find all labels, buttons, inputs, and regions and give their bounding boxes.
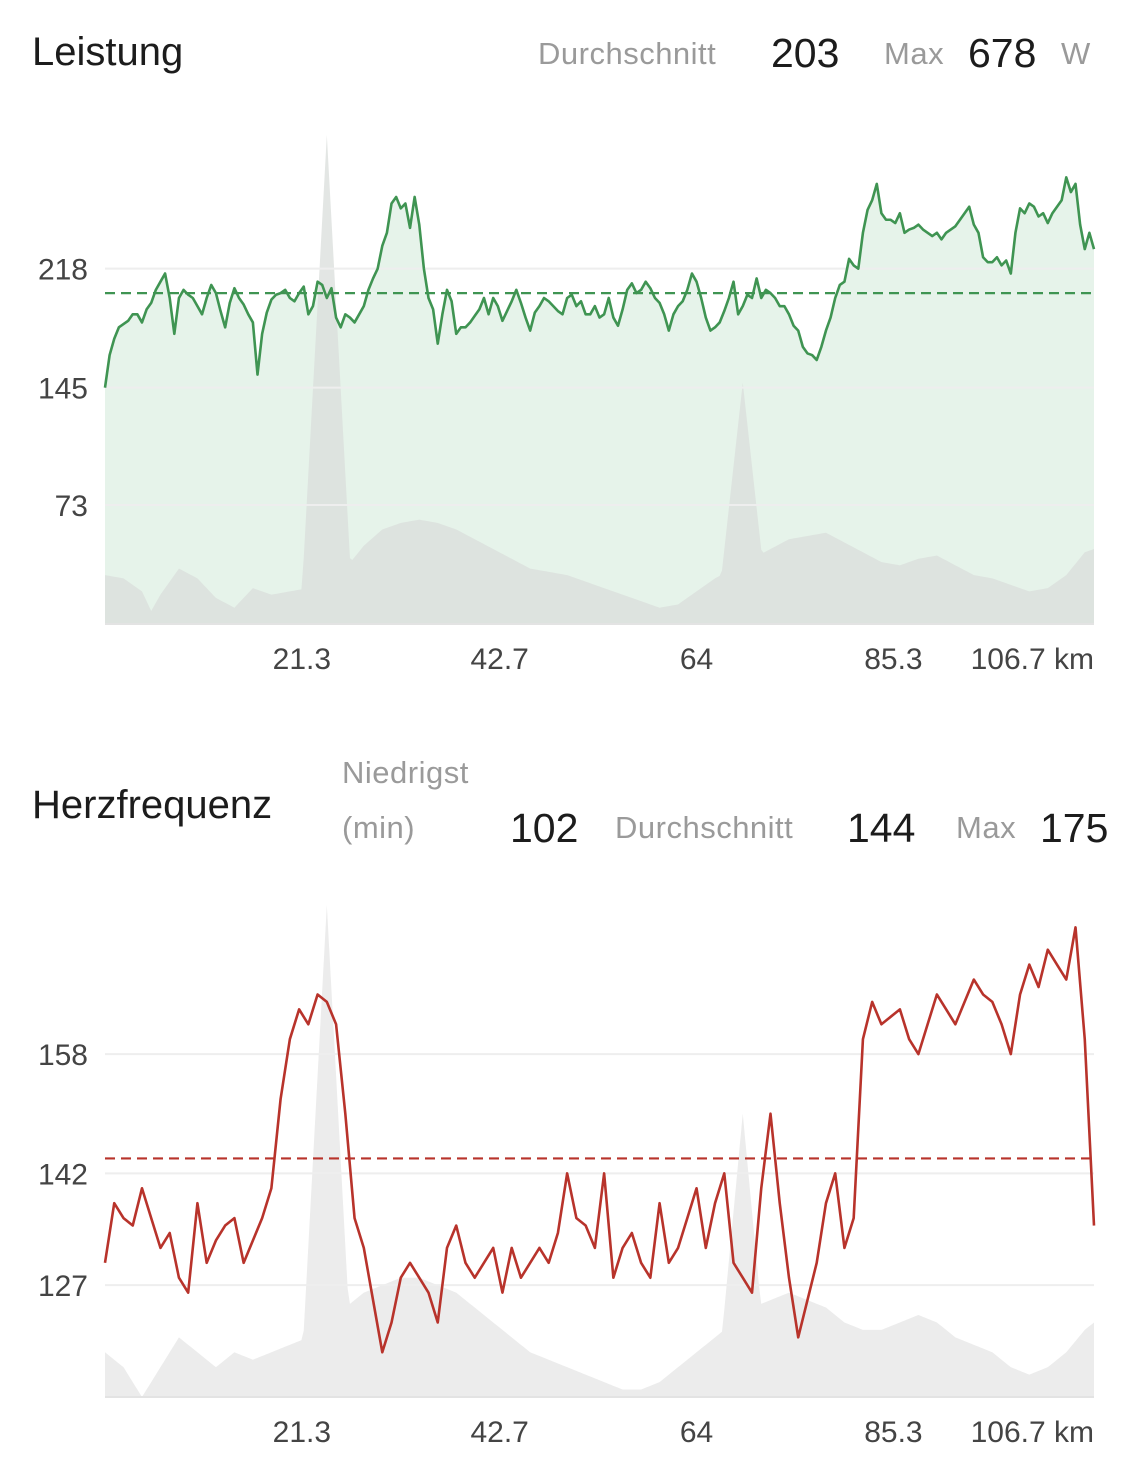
power-x-tick-label: 106.7 km — [971, 643, 1094, 676]
power-x-tick-label: 21.3 — [273, 643, 331, 676]
power-series-area — [105, 177, 1094, 624]
power-series-line — [103, 176, 1096, 388]
power-x-tick-label: 85.3 — [864, 643, 922, 676]
power-chart: 218 145 73 21.3 42.7 64 85.3 106.7 km — [38, 135, 1096, 676]
power-y-tick-label: 218 — [38, 254, 88, 287]
heart-x-tick-label: 106.7 km — [971, 1416, 1094, 1449]
heart-y-tick-label: 142 — [38, 1158, 88, 1191]
heart-min-label-line2: (min) — [342, 810, 416, 845]
heart-min-value: 102 — [510, 805, 579, 851]
power-title: Leistung — [32, 30, 184, 74]
heart-y-tick-label: 158 — [38, 1039, 88, 1072]
heart-x-tick-label: 21.3 — [273, 1416, 331, 1449]
power-section: Leistung Durchschnitt 203 Max 678 W 218 1… — [0, 0, 1125, 700]
heart-title: Herzfrequenz — [32, 783, 273, 827]
power-y-tick-label: 145 — [38, 373, 88, 406]
power-x-tick-label: 42.7 — [470, 643, 528, 676]
power-max-label: Max — [884, 36, 945, 71]
heart-series-line — [103, 926, 1096, 1354]
heart-x-tick-label: 64 — [680, 1416, 713, 1449]
heart-max-label: Max — [956, 810, 1017, 845]
power-x-tick-label: 64 — [680, 643, 713, 676]
power-max-value: 678 — [968, 30, 1037, 76]
power-unit: W — [1061, 36, 1091, 71]
heart-x-tick-label: 42.7 — [470, 1416, 528, 1449]
heart-x-tick-label: 85.3 — [864, 1416, 922, 1449]
heart-y-tick-label: 127 — [38, 1270, 88, 1303]
power-avg-value: 203 — [771, 30, 840, 76]
heart-avg-label: Durchschnitt — [615, 810, 794, 845]
heart-max-value: 175 — [1040, 805, 1109, 851]
heart-elevation-area — [105, 905, 1094, 1397]
heart-avg-value: 144 — [847, 805, 916, 851]
power-y-tick-label: 73 — [55, 490, 88, 523]
power-avg-label: Durchschnitt — [538, 36, 717, 71]
heart-min-label-line1: Niedrigst — [342, 755, 469, 790]
